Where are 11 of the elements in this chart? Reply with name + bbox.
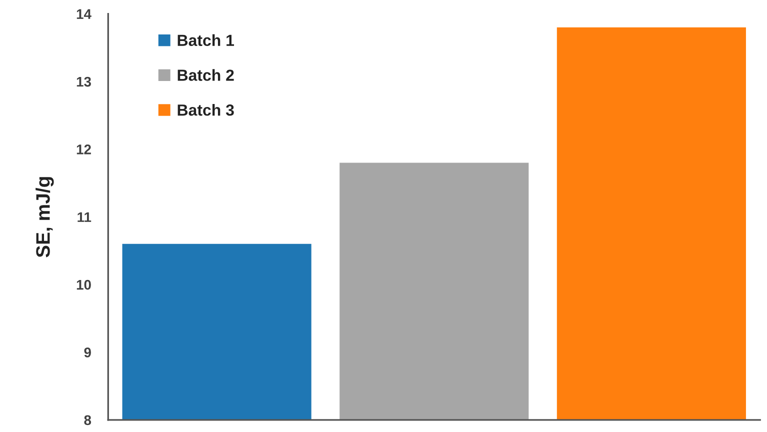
y-tick-label: 12 bbox=[76, 144, 91, 154]
y-tick-label: 11 bbox=[78, 212, 92, 222]
y-axis-title: SE, mJ/g bbox=[36, 177, 54, 258]
legend-label: Batch 2 bbox=[178, 69, 234, 81]
y-tick-label: 9 bbox=[84, 348, 91, 358]
y-tick-label: 8 bbox=[84, 415, 92, 426]
y-tick-label: 13 bbox=[76, 76, 91, 87]
y-tick-label: 10 bbox=[76, 280, 91, 290]
y-tick-label: 14 bbox=[76, 9, 92, 19]
legend-label: Batch 3 bbox=[178, 104, 234, 116]
legend-label: Batch 1 bbox=[178, 34, 234, 46]
